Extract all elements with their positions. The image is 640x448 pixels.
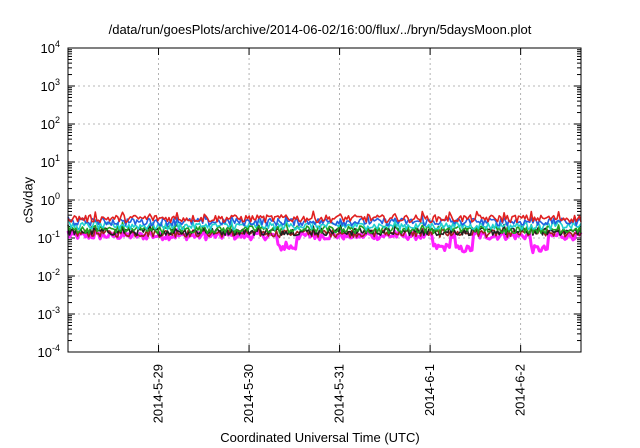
x-axis-label: Coordinated Universal Time (UTC) — [220, 430, 420, 445]
plot-frame — [67, 47, 582, 353]
y-tick-label: 103 — [41, 77, 60, 94]
x-tick-label: 2014-5-31 — [332, 364, 347, 423]
x-tick-label: 2014-5-30 — [241, 364, 256, 423]
y-tick-label: 10-4 — [38, 343, 60, 360]
y-tick-label: 10-3 — [38, 305, 60, 322]
y-tick-label: 10-2 — [38, 267, 60, 284]
x-tick-label: 2014-6-1 — [422, 364, 437, 416]
y-tick-label: 101 — [41, 153, 60, 170]
series-line — [67, 225, 582, 238]
y-tick-label: 104 — [41, 39, 60, 56]
y-tick-label: 102 — [41, 115, 60, 132]
y-tick-label: 100 — [41, 191, 60, 208]
chart-title: /data/run/goesPlots/archive/2014-06-02/1… — [108, 22, 532, 37]
series-line — [67, 210, 582, 224]
series-line — [67, 223, 582, 237]
y-tick-label: 10-1 — [38, 229, 60, 246]
x-tick-label: 2014-6-2 — [513, 364, 528, 416]
x-tick-label: 2014-5-29 — [151, 364, 166, 423]
